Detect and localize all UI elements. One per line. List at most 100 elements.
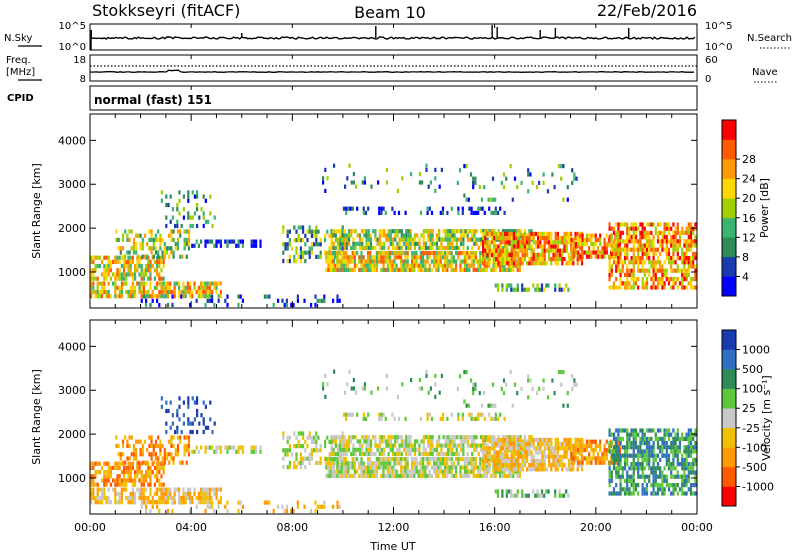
power-cell	[643, 243, 646, 248]
velocity-cell	[397, 461, 400, 466]
power-cell	[440, 167, 443, 172]
velocity-cell	[694, 491, 697, 496]
velocity-cell	[159, 452, 162, 457]
velocity-cell	[124, 435, 127, 440]
velocity-cell	[641, 449, 644, 454]
power-cell	[532, 252, 535, 257]
velocity-cell	[676, 470, 679, 475]
power-cell	[154, 250, 158, 255]
velocity-cell	[656, 483, 660, 488]
power-cell	[170, 246, 173, 251]
power-cell	[160, 289, 163, 295]
power-cell	[676, 277, 679, 282]
velocity-cell	[648, 436, 651, 441]
velocity-cell	[202, 495, 205, 501]
power-cell	[415, 251, 418, 256]
power-cell	[114, 276, 117, 281]
velocity-cell	[441, 461, 444, 466]
power-cell	[537, 257, 540, 262]
power-cell	[676, 230, 679, 235]
power-cell	[396, 241, 399, 246]
power-cell	[621, 239, 624, 244]
power-cell	[441, 206, 445, 211]
power-cell	[558, 283, 561, 288]
velocity-cell	[502, 391, 506, 396]
velocity-cell	[444, 457, 447, 462]
power-cell	[330, 233, 333, 238]
power-cell	[400, 229, 403, 234]
power-cell	[521, 283, 524, 288]
power-cell	[173, 281, 176, 286]
power-cell	[637, 277, 640, 282]
velocity-cell	[213, 421, 216, 426]
power-cell	[545, 240, 548, 245]
velocity-cell	[131, 478, 134, 483]
velocity-cell	[543, 446, 546, 451]
velocity-cell	[630, 445, 633, 450]
power-cell	[400, 259, 403, 264]
power-cell	[585, 254, 589, 259]
velocity-cell	[466, 465, 469, 470]
power-cell	[450, 267, 453, 272]
power-cell	[665, 277, 668, 282]
power-cell	[176, 242, 180, 247]
velocity-cell	[512, 469, 515, 474]
velocity-cell	[364, 473, 367, 478]
velocity-cell	[665, 441, 668, 446]
velocity-cell	[413, 447, 417, 452]
power-cell	[437, 255, 440, 260]
velocity-cell	[446, 465, 449, 470]
power-cell	[310, 302, 313, 308]
power-cell	[391, 267, 394, 272]
velocity-cell	[176, 429, 179, 435]
velocity-cell	[567, 467, 570, 472]
velocity-cell	[605, 456, 608, 461]
velocity-cell	[637, 453, 640, 458]
velocity-cell	[493, 458, 496, 463]
power-cell	[151, 298, 154, 303]
velocity-cell	[152, 452, 155, 457]
power-cell	[499, 252, 502, 257]
power-cell	[159, 233, 162, 238]
velocity-cell	[563, 437, 566, 442]
power-cell	[619, 260, 622, 265]
velocity-cell	[159, 439, 162, 444]
velocity-cell	[694, 432, 697, 437]
power-cell	[150, 246, 153, 251]
power-cell	[336, 259, 339, 264]
velocity-cell	[342, 469, 345, 474]
velocity-cell	[632, 474, 635, 479]
power-cell	[674, 268, 677, 273]
power-cell	[519, 229, 522, 234]
velocity-cell	[375, 469, 378, 474]
power-cell	[486, 252, 489, 257]
velocity-cell	[160, 491, 163, 496]
power-cell	[193, 285, 196, 290]
velocity-cell	[554, 454, 557, 459]
power-cell	[430, 267, 433, 272]
power-cell	[328, 233, 331, 238]
power-cell	[250, 243, 253, 248]
velocity-cell	[446, 473, 449, 478]
power-cell	[107, 294, 110, 299]
velocity-cell	[501, 435, 505, 440]
velocity-cell	[226, 508, 229, 514]
velocity-cell	[670, 474, 673, 479]
power-cell	[457, 237, 461, 242]
power-cell	[577, 242, 580, 247]
velocity-cell	[670, 441, 673, 446]
velocity-cell	[632, 432, 635, 437]
y-tick-label: 2000	[58, 222, 86, 235]
power-cell	[121, 246, 125, 251]
power-cell	[641, 226, 644, 231]
velocity-cell	[138, 465, 141, 470]
velocity-cell	[145, 470, 148, 475]
power-cell	[149, 276, 152, 281]
power-cell	[372, 245, 375, 251]
velocity-cell	[563, 463, 566, 468]
velocity-cell	[422, 473, 425, 478]
power-cell	[285, 298, 288, 303]
y-tick-label: 4000	[58, 134, 86, 147]
power-cell	[306, 250, 309, 255]
x-tick-label: 08:00	[276, 521, 308, 534]
